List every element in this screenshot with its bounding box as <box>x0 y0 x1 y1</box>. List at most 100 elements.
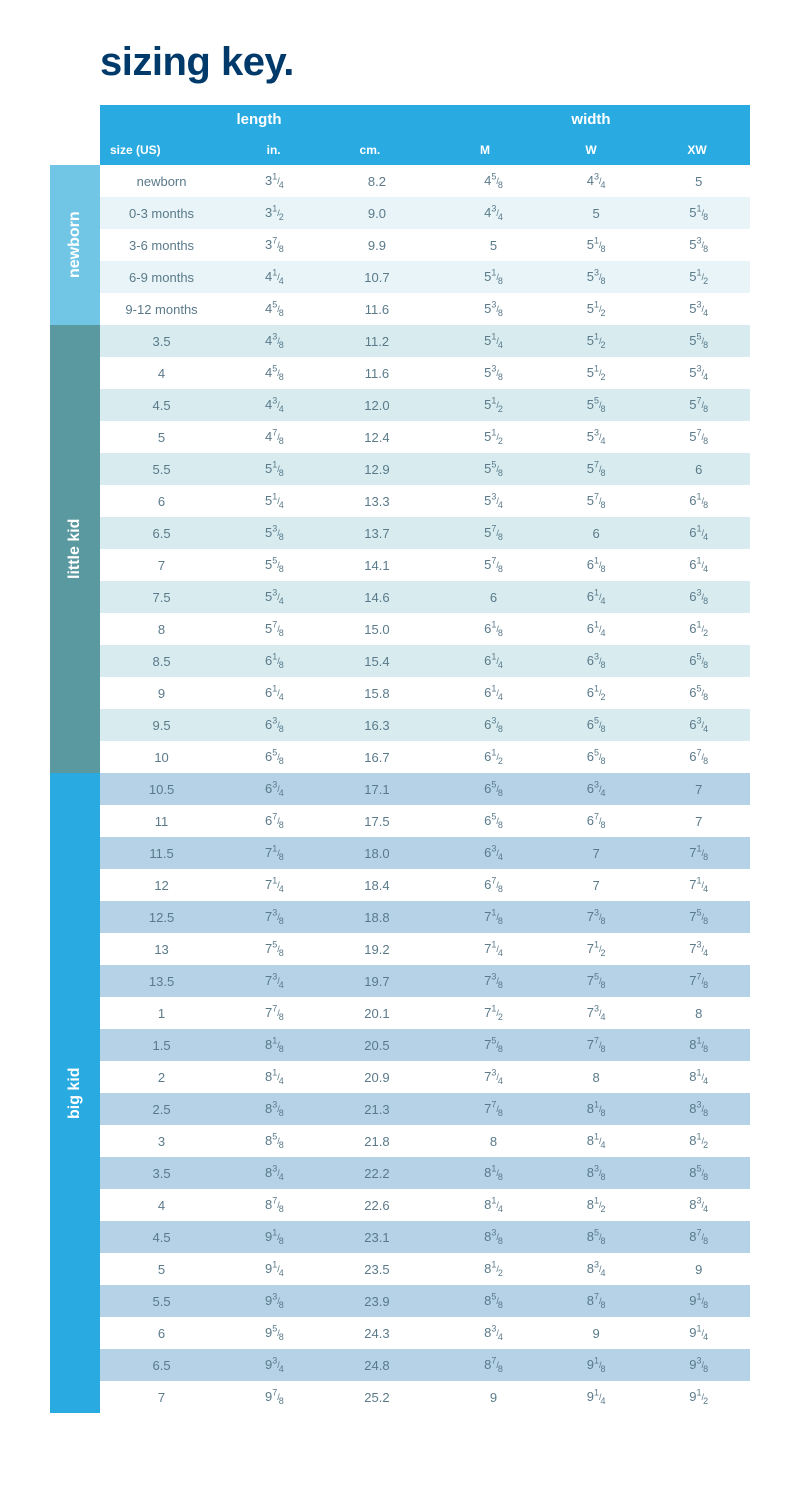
cell-cm: 18.0 <box>326 846 429 861</box>
cell-cm: 20.1 <box>326 1006 429 1021</box>
cell-w: 6 <box>545 526 648 541</box>
table-row: newborn31/48.245/843/45 <box>100 165 750 197</box>
cell-size: 4.5 <box>100 398 223 413</box>
cell-xw: 53/4 <box>647 300 750 319</box>
cell-w: 61/2 <box>545 684 648 703</box>
cell-xw: 7 <box>647 814 750 829</box>
table-row: 3.543/811.251/451/255/8 <box>100 325 750 357</box>
cell-w: 91/8 <box>545 1356 648 1375</box>
cell-m: 55/8 <box>442 460 545 479</box>
cell-m: 51/2 <box>442 428 545 447</box>
cell-size: newborn <box>100 174 223 189</box>
cell-size: 5 <box>100 1262 223 1277</box>
cell-xw: 57/8 <box>647 396 750 415</box>
cell-m: 51/8 <box>442 268 545 287</box>
cell-m: 71/2 <box>442 1004 545 1023</box>
cell-xw: 51/8 <box>647 204 750 223</box>
cell-m: 87/8 <box>442 1356 545 1375</box>
cell-w: 51/2 <box>545 332 648 351</box>
cell-size: 13 <box>100 942 223 957</box>
cell-size: 10 <box>100 750 223 765</box>
cell-size: 3.5 <box>100 1166 223 1181</box>
cell-xw: 73/4 <box>647 940 750 959</box>
cell-w: 85/8 <box>545 1228 648 1247</box>
cell-xw: 91/8 <box>647 1292 750 1311</box>
cell-size: 11 <box>100 814 223 829</box>
cell-w: 73/8 <box>545 908 648 927</box>
cell-w: 81/8 <box>545 1100 648 1119</box>
cell-xw: 7 <box>647 782 750 797</box>
table-row: 1375/819.271/471/273/4 <box>100 933 750 965</box>
cell-in: 45/8 <box>223 364 326 383</box>
cell-size: 5.5 <box>100 1294 223 1309</box>
cell-cm: 11.2 <box>326 334 429 349</box>
cell-cm: 25.2 <box>326 1390 429 1405</box>
cell-xw: 61/4 <box>647 556 750 575</box>
header-group-width: width M W XW <box>432 105 750 165</box>
cell-w: 65/8 <box>545 748 648 767</box>
cell-m: 6 <box>442 590 545 605</box>
cell-w: 55/8 <box>545 396 648 415</box>
cell-in: 61/4 <box>223 684 326 703</box>
cell-cm: 23.9 <box>326 1294 429 1309</box>
cell-in: 53/8 <box>223 524 326 543</box>
cell-in: 71/4 <box>223 876 326 895</box>
cell-m: 53/8 <box>442 364 545 383</box>
table-row: 10.563/417.165/863/47 <box>100 773 750 805</box>
label-spacer <box>50 105 100 165</box>
cell-size: 7 <box>100 1390 223 1405</box>
cell-cm: 24.3 <box>326 1326 429 1341</box>
cell-m: 5 <box>442 238 545 253</box>
cell-cm: 21.3 <box>326 1102 429 1117</box>
cell-w: 5 <box>545 206 648 221</box>
cell-size: 6 <box>100 1326 223 1341</box>
cell-in: 73/4 <box>223 972 326 991</box>
cell-w: 53/8 <box>545 268 648 287</box>
cell-m: 61/4 <box>442 652 545 671</box>
table-row: 651/413.353/457/861/8 <box>100 485 750 517</box>
cell-in: 47/8 <box>223 428 326 447</box>
cell-in: 71/8 <box>223 844 326 863</box>
cell-m: 57/8 <box>442 556 545 575</box>
cell-cm: 12.9 <box>326 462 429 477</box>
page-title: sizing key. <box>100 40 750 85</box>
cell-xw: 87/8 <box>647 1228 750 1247</box>
cell-cm: 14.6 <box>326 590 429 605</box>
cell-xw: 71/8 <box>647 844 750 863</box>
cell-w: 51/8 <box>545 236 648 255</box>
cell-m: 57/8 <box>442 524 545 543</box>
cell-size: 9 <box>100 686 223 701</box>
cell-m: 83/4 <box>442 1324 545 1343</box>
cell-xw: 61/4 <box>647 524 750 543</box>
cell-cm: 18.4 <box>326 878 429 893</box>
cell-size: 8 <box>100 622 223 637</box>
cell-in: 77/8 <box>223 1004 326 1023</box>
cell-size: 6-9 months <box>100 270 223 285</box>
cell-in: 81/4 <box>223 1068 326 1087</box>
cell-m: 61/8 <box>442 620 545 639</box>
table-row: 281/420.973/4881/4 <box>100 1061 750 1093</box>
table-row: 695/824.383/4991/4 <box>100 1317 750 1349</box>
cell-w: 8 <box>545 1070 648 1085</box>
cell-size: 5.5 <box>100 462 223 477</box>
cell-cm: 15.8 <box>326 686 429 701</box>
cell-xw: 53/8 <box>647 236 750 255</box>
cell-in: 53/4 <box>223 588 326 607</box>
cell-size: 1 <box>100 1006 223 1021</box>
cell-in: 81/8 <box>223 1036 326 1055</box>
cell-w: 7 <box>545 846 648 861</box>
table-row: 1271/418.467/8771/4 <box>100 869 750 901</box>
header-width-label: width <box>432 105 750 135</box>
table-row: 0-3 months31/29.043/4551/8 <box>100 197 750 229</box>
cell-w: 43/4 <box>545 172 648 191</box>
table-row: 9-12 months45/811.653/851/253/4 <box>100 293 750 325</box>
cell-xw: 55/8 <box>647 332 750 351</box>
table-row: 5.593/823.985/887/891/8 <box>100 1285 750 1317</box>
cell-size: 10.5 <box>100 782 223 797</box>
table-header: length size (US) in. cm. width M W XW <box>100 105 750 165</box>
cell-m: 75/8 <box>442 1036 545 1055</box>
cell-xw: 91/2 <box>647 1388 750 1407</box>
cell-in: 83/4 <box>223 1164 326 1183</box>
cell-m: 77/8 <box>442 1100 545 1119</box>
table-row: 4.543/412.051/255/857/8 <box>100 389 750 421</box>
